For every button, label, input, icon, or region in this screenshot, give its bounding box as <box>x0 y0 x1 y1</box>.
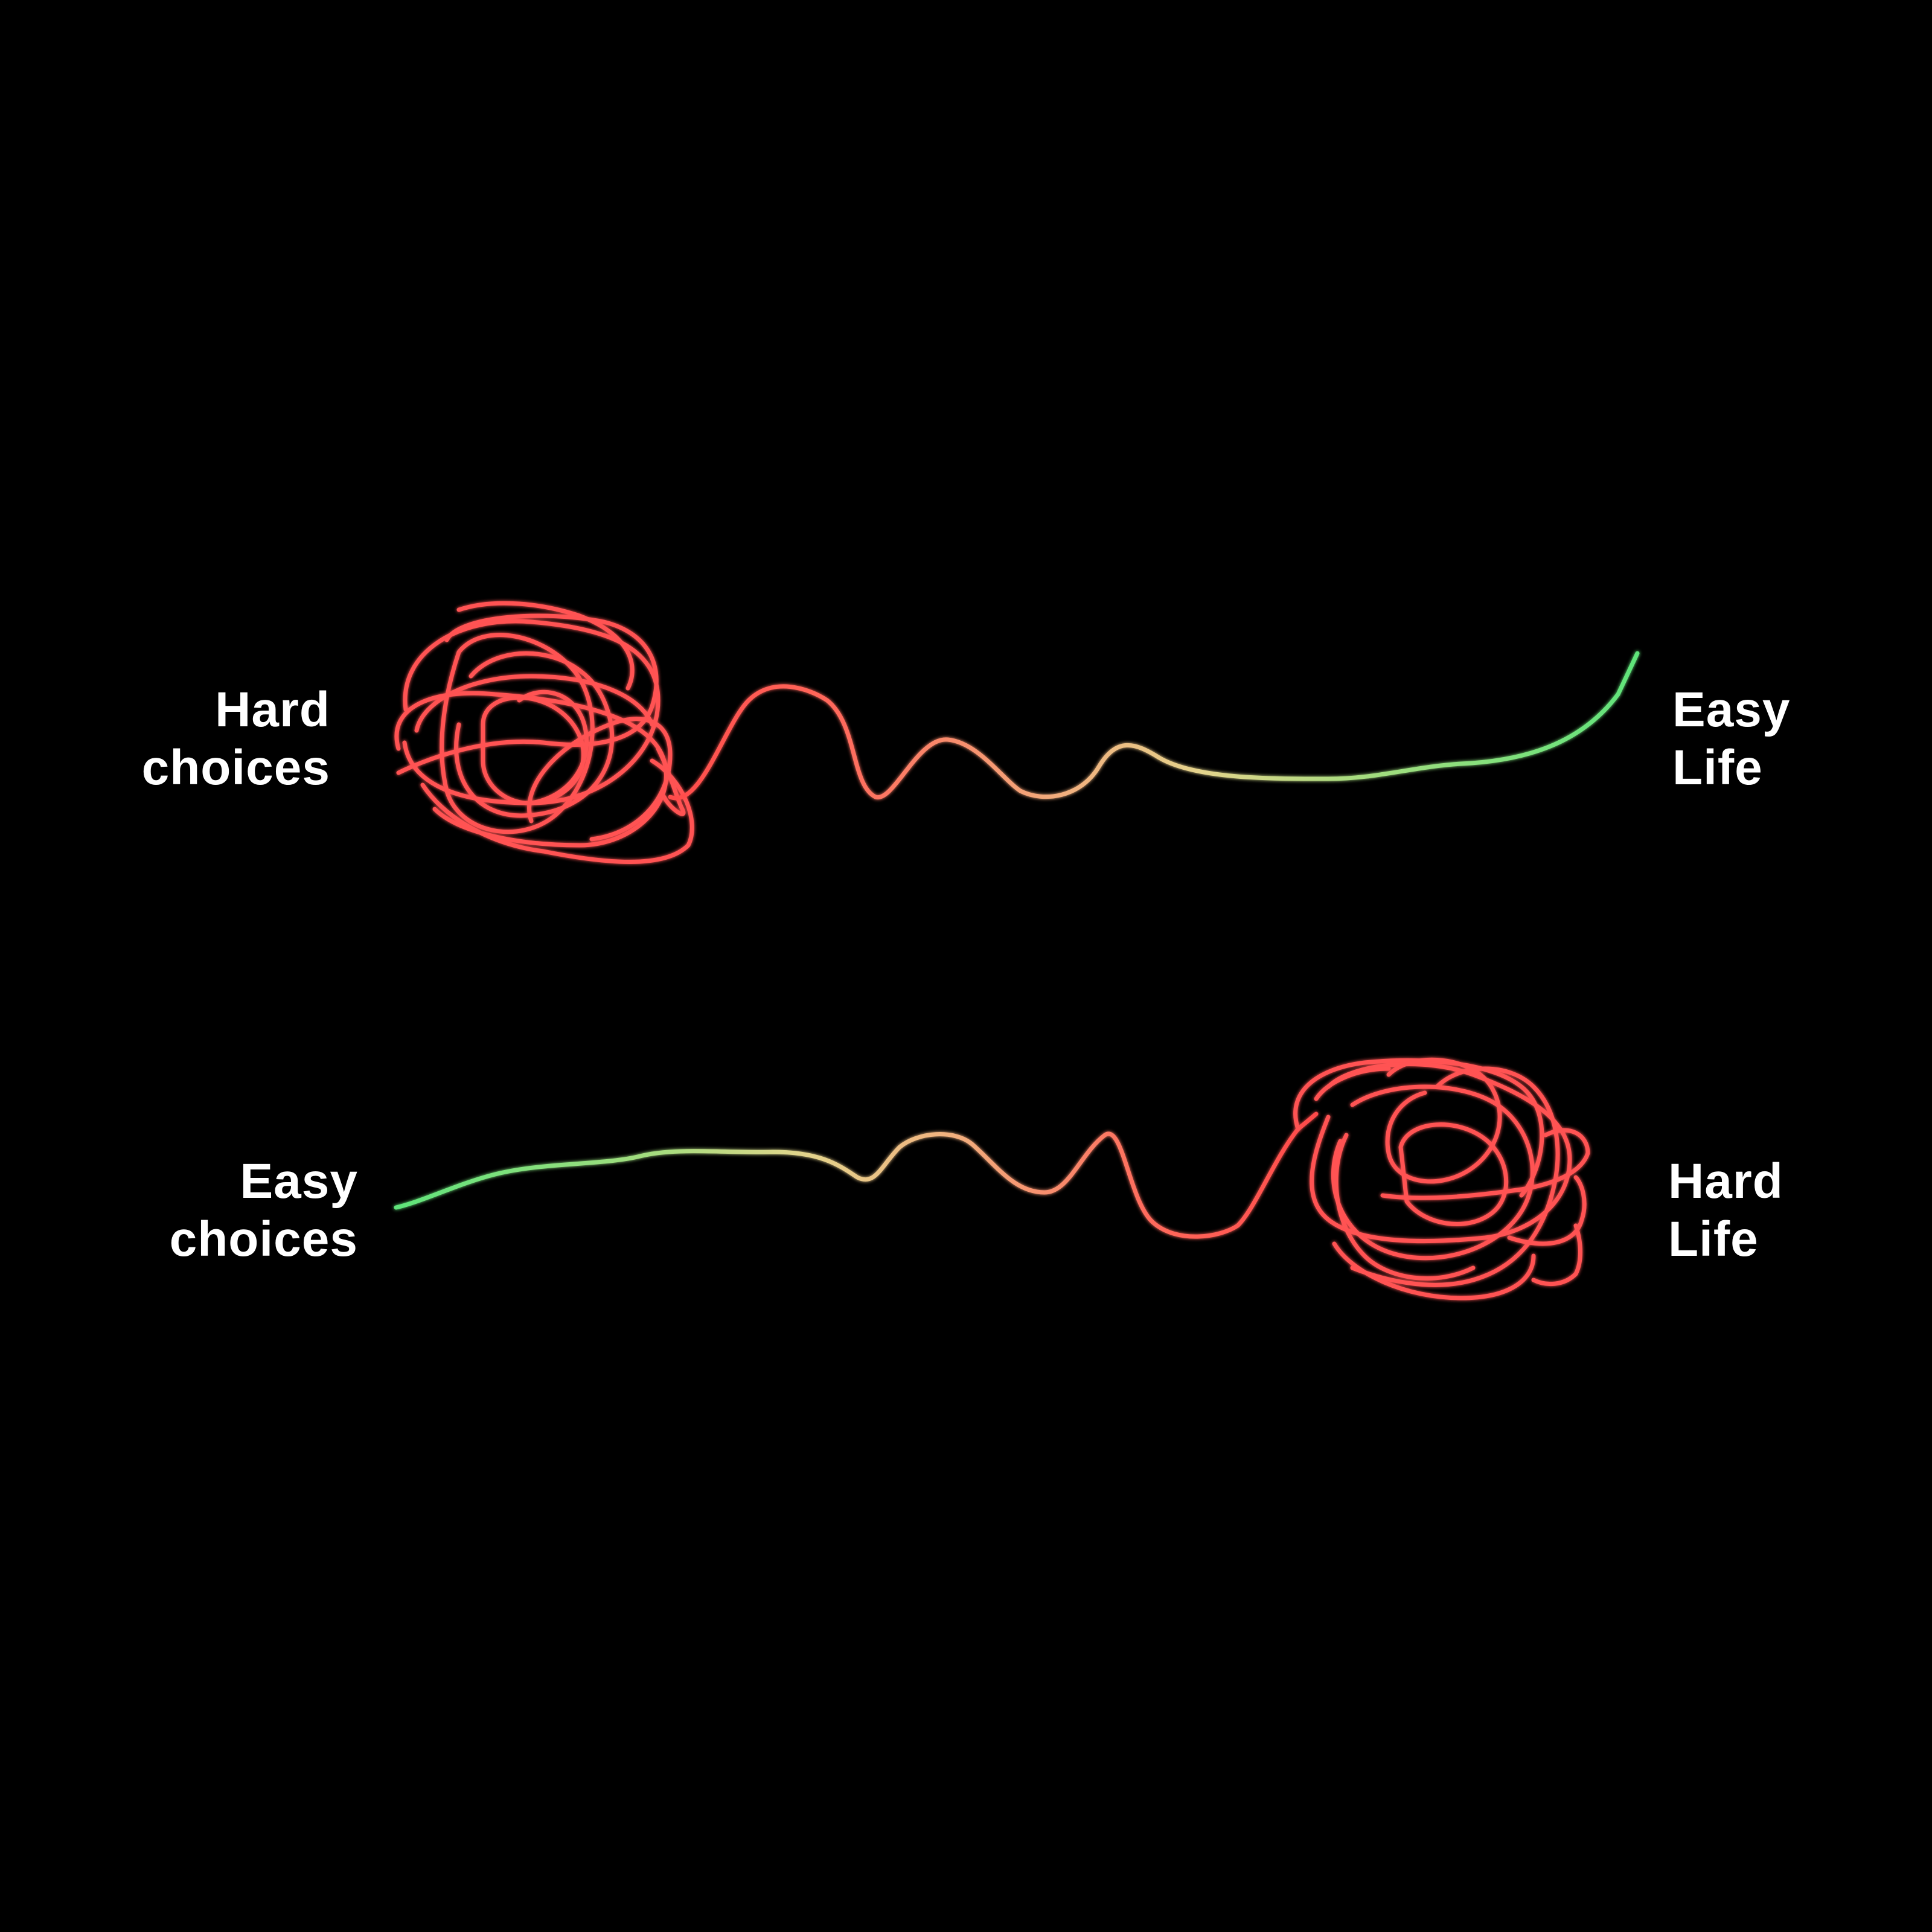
label-line: Easy <box>240 1154 358 1209</box>
top-tangle <box>394 601 694 864</box>
label-line: choices <box>141 740 330 795</box>
label-line: Easy <box>1672 682 1791 737</box>
bottom-thread <box>394 1112 1319 1239</box>
label-line: choices <box>169 1212 358 1267</box>
bottom-tangle <box>1293 1057 1590 1300</box>
label-line: Hard <box>1668 1154 1783 1209</box>
label-line: Life <box>1672 740 1763 795</box>
top-thread <box>668 651 1640 801</box>
label-line: Hard <box>215 682 330 737</box>
label-easy-choices: Easy choices <box>170 1153 358 1268</box>
label-line: Life <box>1668 1212 1759 1267</box>
label-hard-life: Hard Life <box>1668 1153 1783 1268</box>
label-easy-life: Easy Life <box>1672 681 1791 797</box>
label-hard-choices: Hard choices <box>142 681 330 797</box>
